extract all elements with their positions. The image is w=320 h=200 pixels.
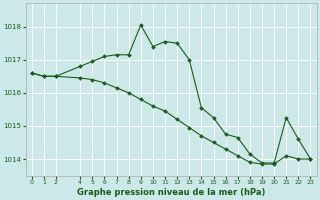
X-axis label: Graphe pression niveau de la mer (hPa): Graphe pression niveau de la mer (hPa) bbox=[77, 188, 265, 197]
